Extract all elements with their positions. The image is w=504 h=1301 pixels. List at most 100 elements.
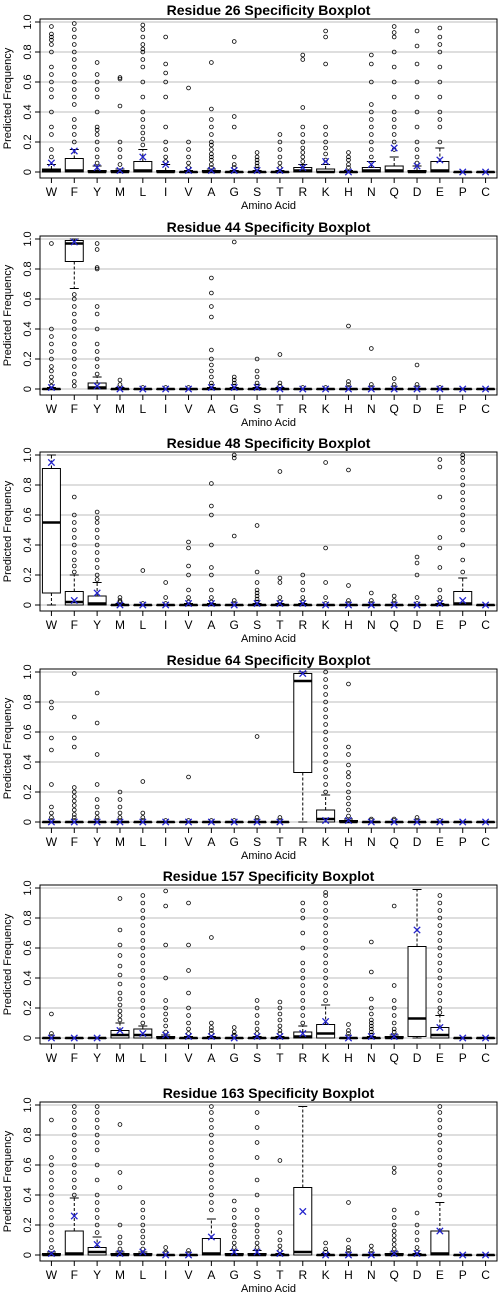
- outlier-point: [95, 95, 99, 99]
- outlier-point: [50, 783, 54, 787]
- box-L: [134, 23, 152, 172]
- x-axis-label: Amino Acid: [241, 633, 296, 645]
- outlier-point: [301, 155, 305, 159]
- outlier-point: [95, 372, 99, 376]
- box-V: [180, 1249, 198, 1259]
- outlier-point: [50, 811, 54, 815]
- outlier-point: [95, 691, 99, 695]
- outlier-point: [232, 1235, 236, 1239]
- outlier-point: [278, 581, 282, 585]
- outlier-point: [187, 155, 191, 159]
- box-K: [317, 29, 335, 172]
- outlier-point: [301, 125, 305, 129]
- box-D: [408, 890, 426, 1039]
- outlier-point: [164, 95, 168, 99]
- outlier-point: [141, 999, 145, 1003]
- box-E: [431, 819, 449, 826]
- outlier-point: [50, 155, 54, 159]
- outlier-point: [187, 943, 191, 947]
- outlier-point: [50, 1231, 54, 1235]
- x-tick-label-I: I: [164, 402, 167, 416]
- outlier-point: [72, 521, 76, 525]
- outlier-point: [50, 748, 54, 752]
- outlier-point: [72, 804, 76, 808]
- outlier-point: [324, 546, 328, 550]
- outlier-point: [438, 546, 442, 550]
- box-S: [248, 151, 266, 174]
- x-tick-label-Q: Q: [390, 618, 399, 632]
- y-tick-label: 0.6: [22, 724, 34, 739]
- x-tick-label-R: R: [298, 1268, 307, 1282]
- x-tick-label-G: G: [230, 835, 239, 849]
- outlier-point: [232, 40, 236, 44]
- iqr-box: [317, 1025, 335, 1039]
- outlier-point: [438, 596, 442, 600]
- outlier-point: [232, 1026, 236, 1030]
- outlier-point: [255, 1156, 259, 1160]
- outlier-point: [438, 1011, 442, 1015]
- outlier-point: [141, 924, 145, 928]
- outlier-point: [209, 291, 213, 295]
- outlier-point: [72, 570, 76, 574]
- box-E: [431, 1105, 449, 1255]
- outlier-point: [255, 1126, 259, 1130]
- box-D: [408, 29, 426, 172]
- outlier-point: [232, 1216, 236, 1220]
- outlier-point: [50, 73, 54, 77]
- box-E: [431, 386, 449, 393]
- y-tick-label: 0.8: [22, 1127, 34, 1142]
- outlier-point: [255, 1178, 259, 1182]
- outlier-point: [209, 1126, 213, 1130]
- outlier-point: [461, 528, 465, 532]
- outlier-point: [278, 576, 282, 580]
- outlier-point: [141, 991, 145, 995]
- outlier-point: [187, 161, 191, 165]
- x-tick-label-K: K: [322, 1268, 330, 1282]
- box-W: [42, 1012, 60, 1041]
- x-tick-label-F: F: [71, 185, 78, 199]
- outlier-point: [255, 1111, 259, 1115]
- iqr-box: [294, 674, 312, 773]
- outlier-point: [209, 118, 213, 122]
- outlier-point: [461, 570, 465, 574]
- outlier-point: [164, 62, 168, 66]
- outlier-point: [324, 708, 328, 712]
- outlier-point: [278, 353, 282, 357]
- outlier-point: [301, 581, 305, 585]
- x-tick-label-K: K: [322, 185, 330, 199]
- outlier-point: [50, 369, 54, 373]
- outlier-point: [301, 931, 305, 935]
- y-axis-label: Predicted Frequency: [2, 480, 14, 582]
- box-G: [225, 40, 243, 174]
- chart-panel-2: Residue 44 Specificity Boxplot00.20.40.6…: [2, 219, 497, 429]
- outlier-point: [347, 763, 351, 767]
- plot-frame: [40, 885, 497, 1044]
- outlier-point: [369, 118, 373, 122]
- y-tick-label: 0.4: [22, 754, 34, 769]
- box-T: [271, 470, 289, 607]
- outlier-point: [324, 991, 328, 995]
- y-axis-label: Predicted Frequency: [2, 264, 14, 366]
- outlier-point: [392, 1243, 396, 1247]
- y-tick-label: 0.2: [22, 351, 34, 366]
- outlier-point: [438, 536, 442, 540]
- outlier-point: [164, 1012, 168, 1016]
- outlier-point: [324, 909, 328, 913]
- outlier-point: [141, 969, 145, 973]
- plot-frame: [40, 1102, 497, 1261]
- outlier-point: [369, 1012, 373, 1016]
- x-tick-label-Y: Y: [93, 1268, 101, 1282]
- y-tick-label: 0.8: [22, 44, 34, 59]
- outlier-point: [369, 940, 373, 944]
- x-tick-label-T: T: [276, 1051, 284, 1065]
- box-L: [134, 1201, 152, 1256]
- x-tick-label-D: D: [413, 835, 422, 849]
- box-Q: [385, 25, 403, 172]
- outlier-point: [438, 999, 442, 1003]
- outlier-point: [255, 375, 259, 379]
- outlier-point: [95, 1148, 99, 1152]
- outlier-point: [369, 53, 373, 57]
- outlier-point: [324, 969, 328, 973]
- outlier-point: [95, 88, 99, 92]
- outlier-point: [324, 984, 328, 988]
